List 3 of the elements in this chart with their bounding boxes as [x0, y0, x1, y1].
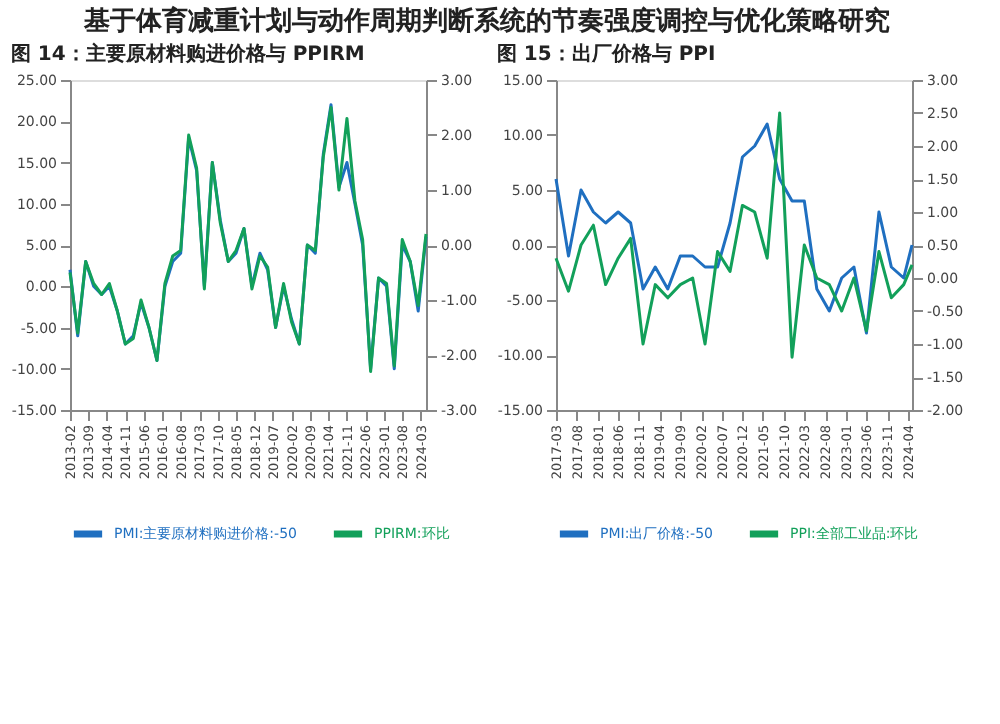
text: 基于体育减重计划与动作周期判断系统的节奏强度调控与优化策略研究 — [81, 5, 890, 37]
chart-title: 图 15：出厂价格与 PPI — [496, 42, 716, 66]
chart-title: 图 14：主要原材料购进价格与 PPIRM — [10, 42, 365, 66]
